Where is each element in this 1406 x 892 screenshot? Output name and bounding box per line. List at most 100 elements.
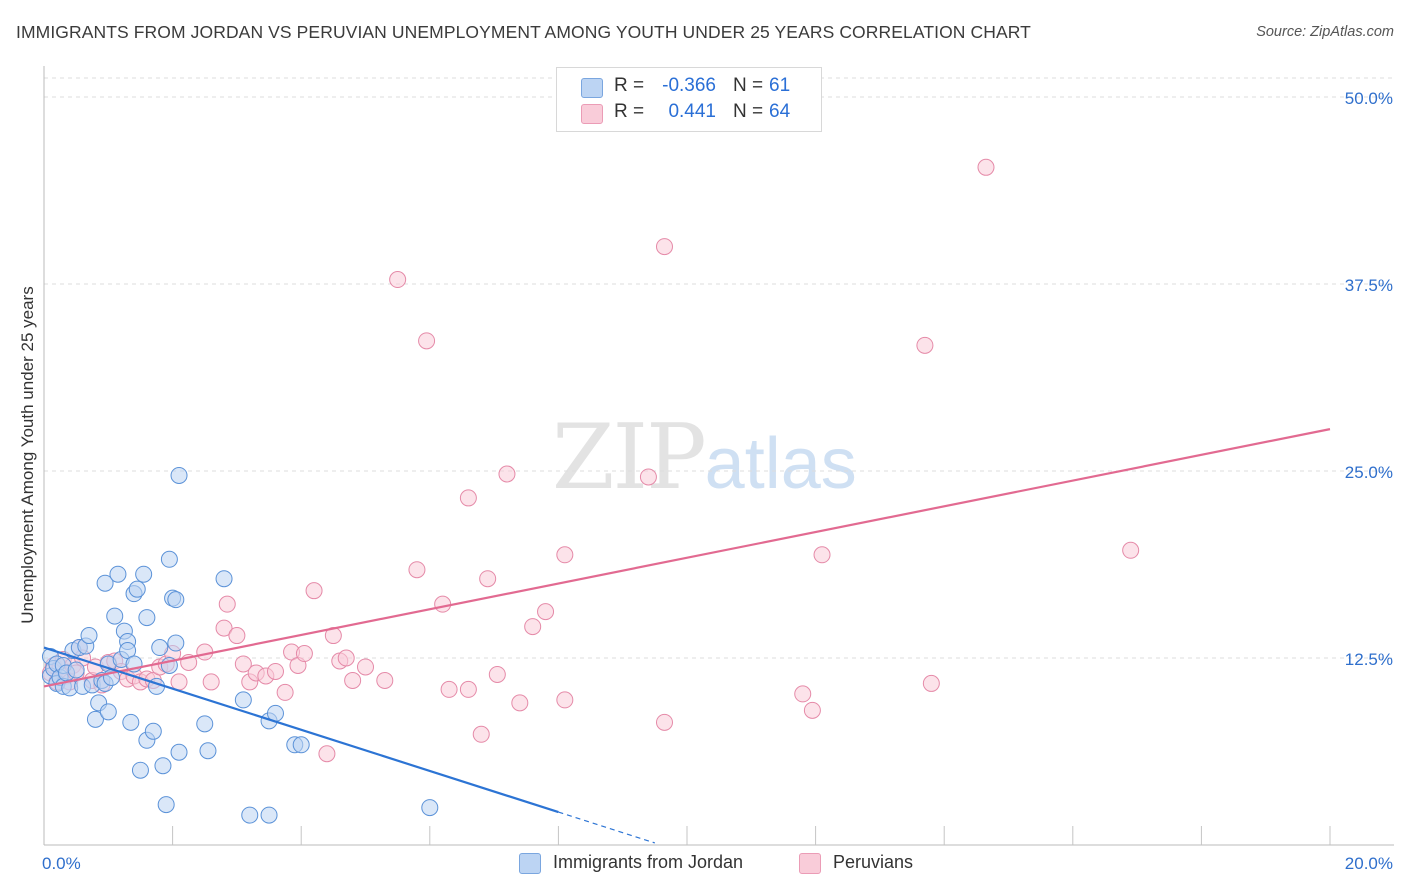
jordan-point (167, 591, 185, 609)
y-axis-label: Unemployment Among Youth under 25 years (18, 286, 37, 624)
peruvians-point (498, 465, 516, 483)
jordan-point (234, 691, 252, 709)
peruvians-point (389, 271, 407, 289)
peruvians-point (202, 673, 220, 691)
jordan-point (154, 757, 172, 775)
peruvians-point (794, 685, 812, 703)
jordan-point (199, 742, 217, 760)
peruvians-point (276, 683, 294, 701)
peruvians-point (170, 673, 188, 691)
bottom-legend-swatch-peruvians (799, 853, 821, 874)
peruvians-point (803, 701, 821, 719)
jordan-point (106, 607, 124, 625)
watermark-atlas: atlas (704, 424, 857, 504)
peruvians-point (1122, 541, 1140, 559)
jordan-point (421, 799, 439, 817)
jordan-point (157, 796, 175, 814)
bottom-legend-label-peruvians: Peruvians (833, 852, 914, 872)
jordan-point (215, 570, 233, 588)
jordan-point (109, 565, 127, 583)
legend-row-peruvians: R = 0.441 N = 64 (557, 101, 821, 127)
peruvians-point (524, 618, 542, 636)
peruvians-point (459, 489, 477, 507)
peruvians-point (418, 332, 436, 350)
peruvians-point (234, 655, 252, 673)
source-note: Source: ZipAtlas.com (1256, 24, 1394, 40)
jordan-point (241, 806, 259, 824)
peruvians-point (337, 649, 355, 667)
legend-swatch-peruvians (581, 104, 603, 124)
correlation-legend: R = -0.366 N = 61 R = 0.441 N = 64 (556, 67, 822, 132)
jordan-point (131, 761, 149, 779)
peruvians-point (357, 658, 374, 676)
jordan-point (170, 466, 188, 484)
peruvians-point (376, 671, 394, 689)
peruvians-point (344, 671, 362, 689)
legend-row-jordan: R = -0.366 N = 61 (557, 75, 821, 101)
peruvians-point (639, 468, 657, 486)
jordan-point (122, 713, 140, 731)
peruvians-point (977, 158, 995, 176)
jordan-point (167, 634, 185, 652)
peruvians-trend-line (43, 428, 1331, 688)
jordan-point (99, 703, 117, 721)
legend-swatch-jordan (581, 78, 603, 98)
y-tick-label: 12.5% (1345, 650, 1393, 669)
chart-title: IMMIGRANTS FROM JORDAN VS PERUVIAN UNEMP… (16, 22, 1031, 42)
peruvians-point (537, 603, 555, 621)
jordan-point (196, 715, 214, 733)
legend-r-label: R = (614, 101, 645, 122)
watermark-zip: ZIP (552, 405, 707, 510)
x-tick-label: 20.0% (1345, 854, 1393, 873)
peruvians-point (813, 546, 831, 564)
peruvians-point (472, 725, 490, 743)
peruvians-point (318, 745, 336, 763)
legend-n-value: 64 (769, 101, 791, 122)
legend-r-label: R = (614, 75, 645, 96)
peruvians-point (916, 336, 934, 354)
peruvians-point (218, 595, 236, 613)
x-tick-label: 0.0% (42, 854, 81, 873)
jordan-point (260, 806, 278, 824)
jordan-trend-extension (558, 811, 656, 844)
peruvians-point (215, 619, 233, 637)
peruvians-point (922, 674, 940, 692)
legend-r-value: 0.441 (668, 101, 716, 122)
legend-r-value: -0.366 (662, 75, 716, 96)
jordan-point (151, 639, 169, 657)
jordan-point (80, 627, 98, 645)
peruvians-point (655, 238, 673, 256)
y-tick-label: 50.0% (1345, 89, 1393, 108)
peruvians-point (488, 665, 506, 683)
watermark: ZIPatlas (552, 405, 857, 510)
jordan-point (138, 609, 156, 627)
y-tick-label: 25.0% (1345, 463, 1393, 482)
peruvians-point (305, 582, 323, 600)
peruvians-point (440, 680, 458, 698)
jordan-point (86, 710, 104, 728)
bottom-legend-label-jordan: Immigrants from Jordan (553, 852, 744, 872)
peruvians-point (459, 680, 477, 698)
jordan-point (292, 736, 310, 754)
y-tick-label: 37.5% (1345, 276, 1393, 295)
peruvians-point (511, 694, 529, 712)
jordan-point (160, 550, 178, 568)
peruvians-point (228, 627, 246, 645)
peruvians-point (196, 643, 214, 661)
jordan-point (144, 722, 162, 740)
peruvians-point (556, 691, 574, 709)
legend-n-value: 61 (769, 75, 791, 96)
jordan-point (170, 743, 188, 761)
peruvians-point (434, 595, 452, 613)
bottom-legend-swatch-jordan (519, 853, 541, 874)
jordan-point (135, 565, 153, 583)
peruvians-point (266, 662, 284, 680)
legend-n-label: N = (733, 75, 764, 96)
peruvians-point (408, 561, 426, 579)
peruvians-point (295, 645, 313, 663)
peruvians-point (556, 546, 574, 564)
legend-n-label: N = (733, 101, 764, 122)
jordan-point (128, 580, 146, 598)
peruvians-point (655, 713, 673, 731)
